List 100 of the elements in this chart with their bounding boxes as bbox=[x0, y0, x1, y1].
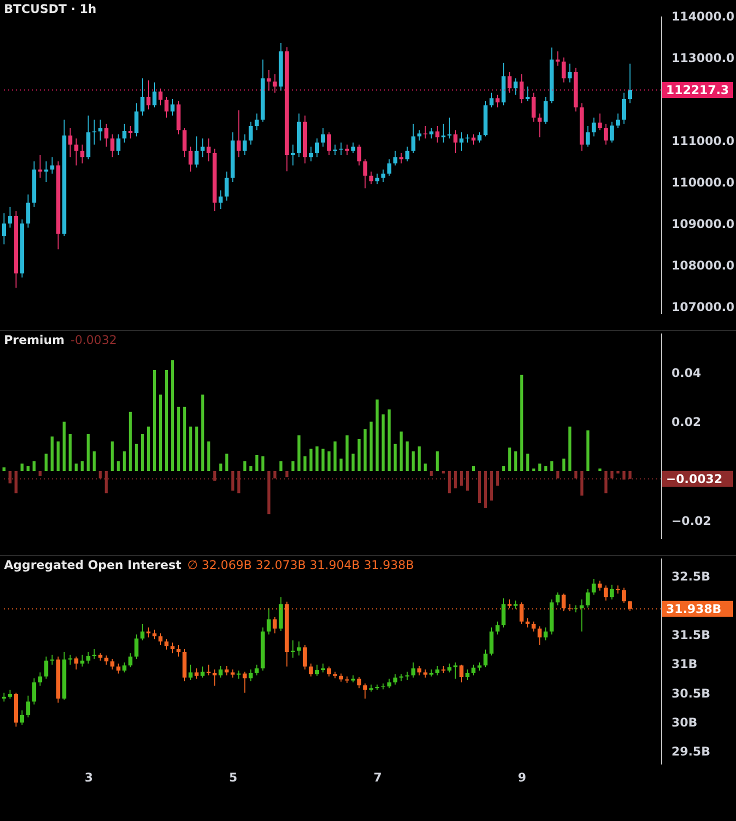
y-tick-label: 113000.0 bbox=[672, 51, 735, 66]
candlestick bbox=[532, 621, 536, 632]
y-tick-label: 30.5B bbox=[672, 686, 710, 700]
bar bbox=[352, 454, 355, 471]
candlestick bbox=[496, 94, 500, 108]
candlestick bbox=[308, 663, 313, 677]
bar bbox=[388, 409, 391, 471]
candlestick bbox=[405, 146, 410, 162]
bar bbox=[400, 432, 403, 471]
bar bbox=[38, 470, 42, 476]
x-tick-label: 7 bbox=[373, 770, 382, 784]
y-tick-label: 111000.0 bbox=[672, 134, 735, 148]
bar bbox=[261, 456, 264, 471]
bar bbox=[322, 448, 325, 471]
candlestick bbox=[496, 621, 500, 635]
bar bbox=[249, 466, 252, 471]
candlestick bbox=[351, 142, 356, 154]
bar bbox=[346, 435, 349, 471]
candlestick bbox=[471, 664, 476, 676]
candlestick bbox=[369, 171, 374, 185]
bar bbox=[340, 458, 343, 471]
candlestick bbox=[38, 672, 42, 686]
candlestick bbox=[158, 632, 162, 646]
bar bbox=[122, 451, 126, 471]
candlestick bbox=[254, 113, 259, 131]
y-tick-label: 109000.0 bbox=[672, 217, 735, 232]
candlestick bbox=[526, 618, 530, 628]
bar bbox=[56, 441, 60, 471]
candlestick bbox=[544, 96, 548, 124]
candlestick bbox=[224, 665, 229, 676]
candlestick bbox=[122, 662, 126, 673]
candlestick bbox=[345, 144, 350, 156]
candlestick bbox=[363, 158, 368, 189]
candlestick bbox=[128, 652, 132, 668]
bar bbox=[303, 456, 306, 471]
candlestick bbox=[308, 146, 313, 162]
candlestick bbox=[200, 138, 205, 158]
candlestick bbox=[272, 74, 277, 94]
candlestick bbox=[44, 160, 48, 183]
candlestick bbox=[592, 578, 596, 596]
candlestick bbox=[242, 671, 247, 694]
candlestick bbox=[592, 117, 596, 137]
y-tick-label: 110000.0 bbox=[672, 176, 735, 190]
candlestick bbox=[490, 92, 494, 108]
bar bbox=[418, 446, 421, 471]
bar bbox=[195, 426, 198, 471]
y-tick-label: 31B bbox=[672, 657, 698, 672]
candlestick bbox=[80, 144, 84, 164]
bar bbox=[544, 466, 548, 471]
bar bbox=[140, 434, 144, 471]
candlestick bbox=[80, 654, 84, 668]
ref-line-label: −0.0032 bbox=[666, 472, 722, 486]
candlestick bbox=[26, 695, 30, 718]
candlestick bbox=[116, 134, 120, 156]
candlestick bbox=[483, 649, 488, 668]
candlestick bbox=[2, 212, 6, 245]
bar bbox=[562, 458, 566, 471]
candlestick bbox=[526, 86, 530, 102]
chart-title: BTCUSDT · 1h bbox=[4, 2, 96, 16]
bar bbox=[128, 412, 132, 471]
candlestick bbox=[610, 121, 614, 144]
y-tick-label: 30B bbox=[672, 715, 698, 730]
bar bbox=[442, 470, 445, 474]
bar bbox=[32, 461, 36, 471]
x-tick-label: 3 bbox=[84, 770, 93, 784]
bar bbox=[550, 461, 554, 471]
candlestick bbox=[622, 92, 626, 124]
candlestick bbox=[538, 113, 542, 138]
candlestick bbox=[556, 50, 560, 66]
bar bbox=[86, 434, 90, 471]
bar bbox=[568, 426, 572, 471]
candlestick bbox=[508, 72, 512, 94]
candlestick bbox=[200, 666, 205, 678]
candlestick bbox=[170, 642, 175, 654]
candlestick bbox=[399, 152, 404, 164]
x-tick-label: 9 bbox=[518, 770, 526, 784]
bar bbox=[74, 464, 78, 471]
candlestick bbox=[610, 584, 614, 600]
candlestick bbox=[604, 123, 608, 146]
x-tick-label: 5 bbox=[229, 770, 238, 784]
bar bbox=[152, 370, 156, 471]
candlestick bbox=[562, 57, 566, 83]
bar bbox=[406, 441, 409, 471]
candlestick bbox=[266, 69, 271, 92]
candlestick bbox=[604, 584, 608, 602]
bar bbox=[134, 444, 138, 471]
candlestick bbox=[104, 654, 108, 666]
candlestick bbox=[134, 634, 138, 660]
candlestick bbox=[478, 132, 482, 144]
bar bbox=[255, 454, 258, 471]
candlestick bbox=[8, 206, 12, 228]
candlestick bbox=[538, 626, 542, 646]
candlestick bbox=[188, 664, 193, 680]
bar bbox=[616, 470, 620, 474]
candlestick bbox=[411, 662, 416, 678]
candlestick bbox=[116, 663, 120, 674]
candlestick bbox=[326, 666, 331, 677]
candlestick bbox=[423, 125, 428, 139]
candlestick bbox=[26, 194, 30, 228]
candlestick bbox=[586, 588, 590, 608]
